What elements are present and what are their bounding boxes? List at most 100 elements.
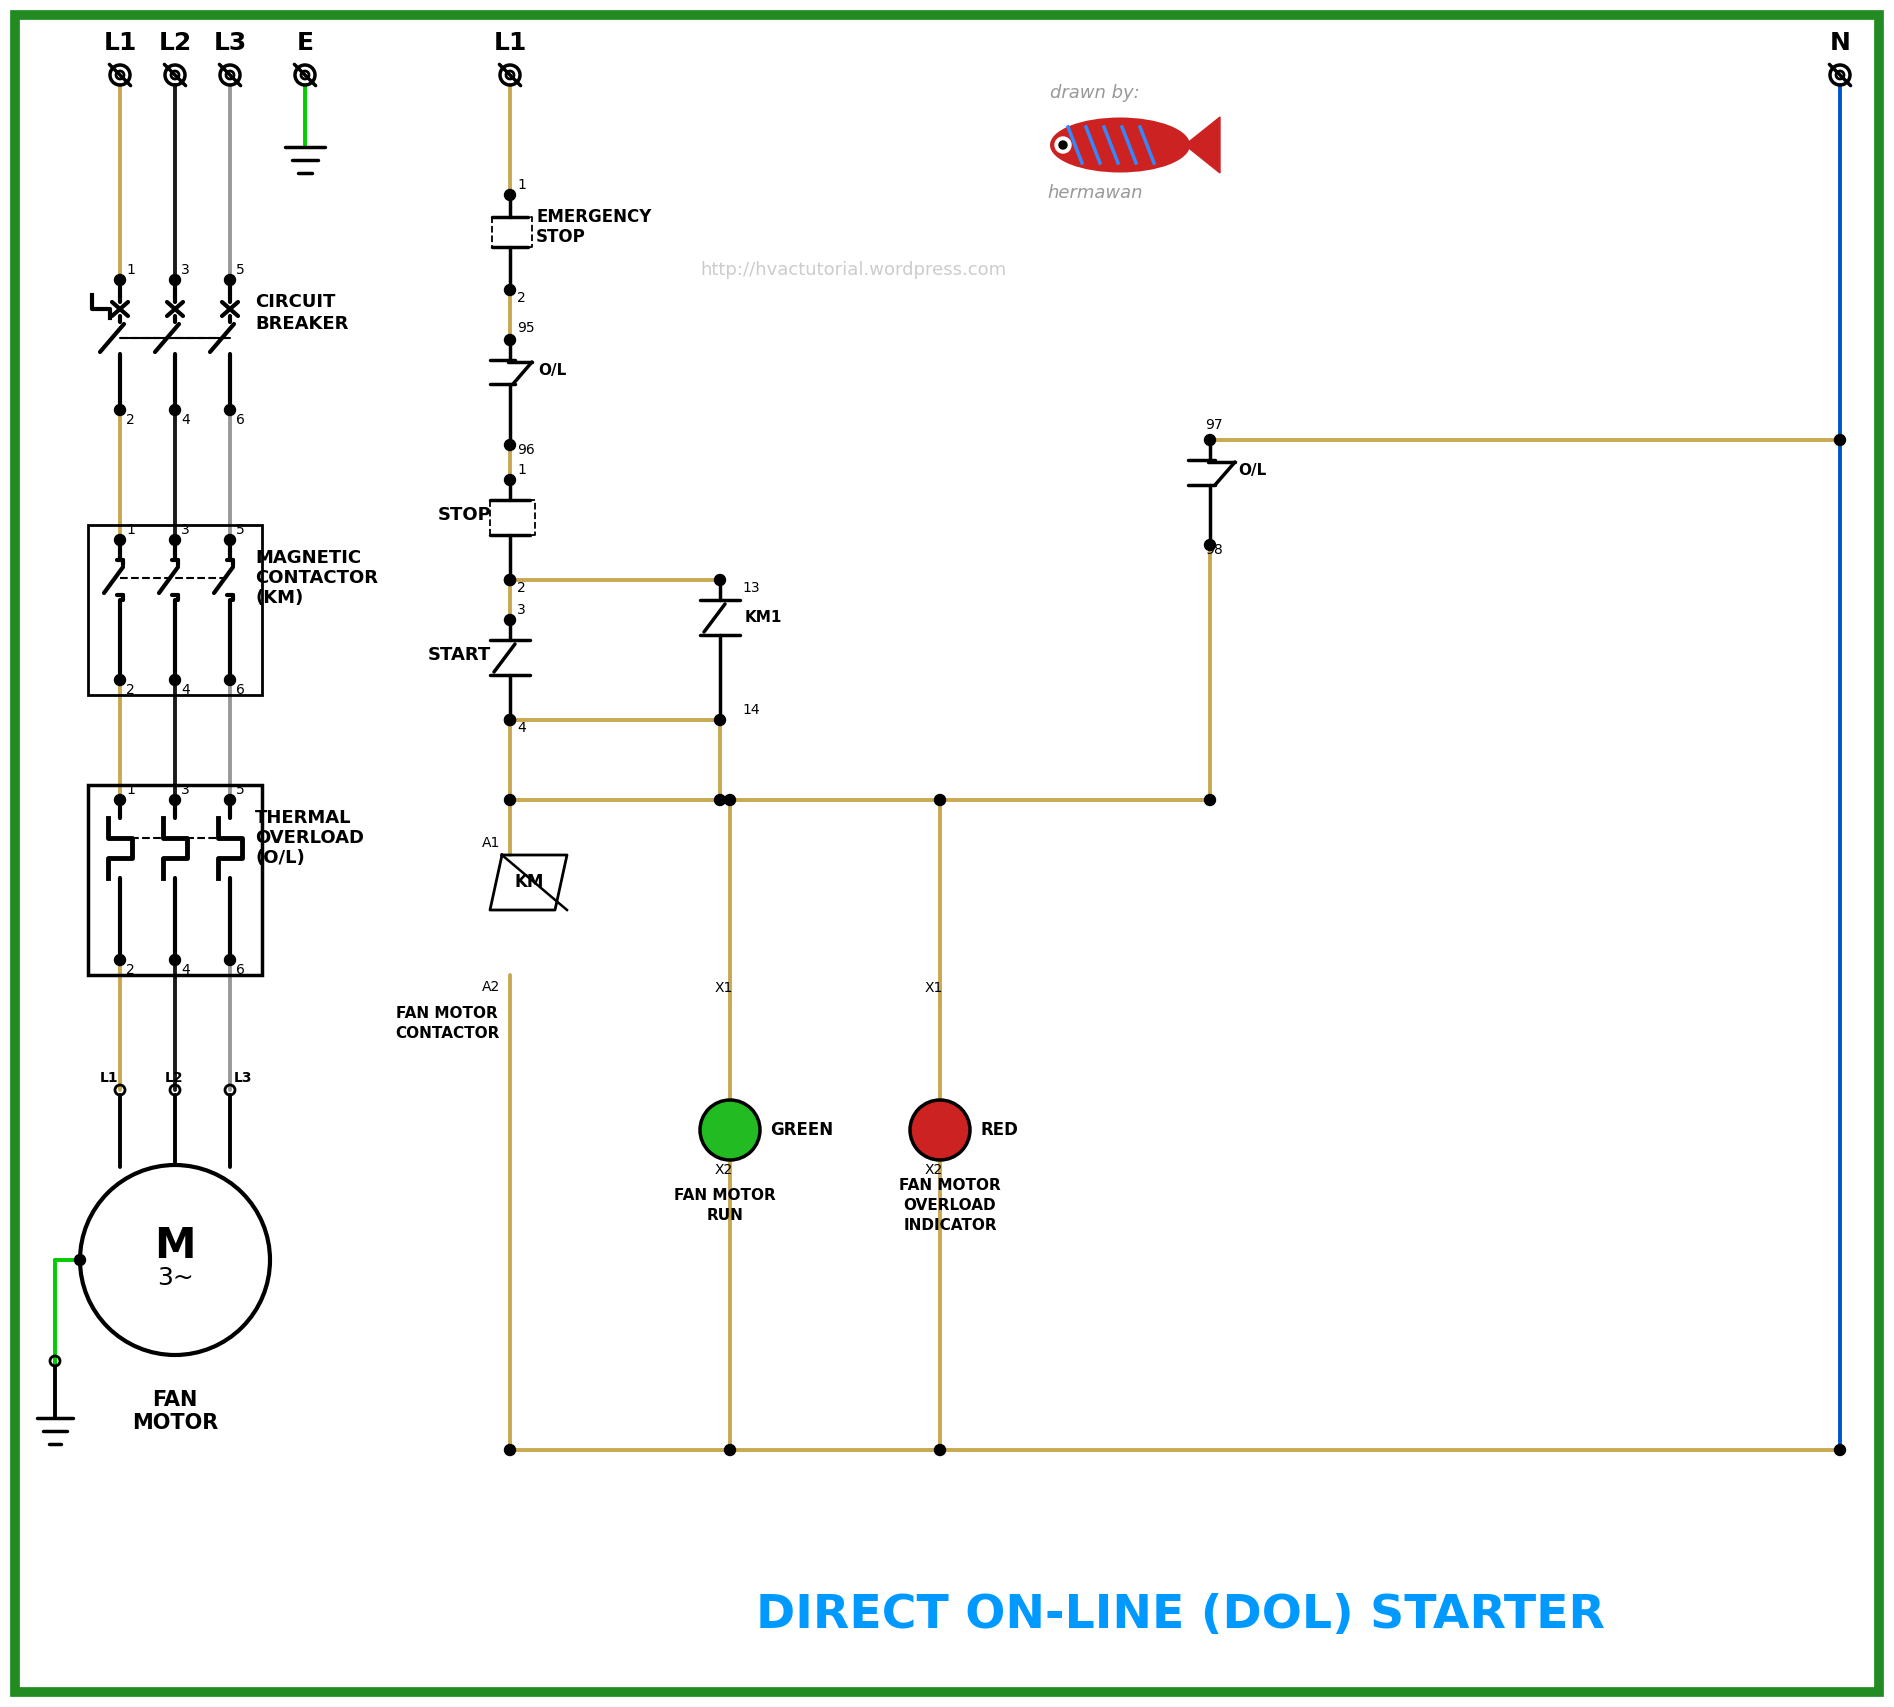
Text: DIRECT ON-LINE (DOL) STARTER: DIRECT ON-LINE (DOL) STARTER bbox=[756, 1593, 1604, 1637]
Text: 1: 1 bbox=[127, 784, 134, 797]
Circle shape bbox=[909, 1099, 970, 1161]
Circle shape bbox=[1059, 142, 1066, 149]
Circle shape bbox=[504, 1444, 515, 1456]
Circle shape bbox=[504, 189, 515, 200]
Text: 2: 2 bbox=[127, 413, 134, 427]
Text: MAGNETIC: MAGNETIC bbox=[256, 550, 362, 567]
Text: OVERLOAD: OVERLOAD bbox=[903, 1198, 996, 1212]
Circle shape bbox=[1205, 435, 1216, 446]
Circle shape bbox=[225, 275, 235, 285]
Text: 3: 3 bbox=[182, 263, 189, 277]
Text: O/L: O/L bbox=[538, 362, 566, 377]
Circle shape bbox=[1205, 539, 1216, 550]
Circle shape bbox=[714, 715, 725, 725]
Circle shape bbox=[169, 534, 180, 546]
Circle shape bbox=[225, 674, 235, 686]
Text: 95: 95 bbox=[517, 321, 534, 335]
Text: X2: X2 bbox=[924, 1162, 943, 1178]
Text: RED: RED bbox=[979, 1121, 1017, 1139]
Circle shape bbox=[169, 674, 180, 686]
Circle shape bbox=[114, 405, 125, 415]
Text: M: M bbox=[153, 1226, 195, 1267]
Text: KM: KM bbox=[515, 872, 544, 891]
Circle shape bbox=[114, 954, 125, 966]
Text: http://hvactutorial.wordpress.com: http://hvactutorial.wordpress.com bbox=[701, 261, 1006, 278]
Ellipse shape bbox=[1049, 118, 1189, 172]
Circle shape bbox=[1205, 794, 1216, 806]
Circle shape bbox=[1835, 435, 1845, 446]
Text: 1: 1 bbox=[127, 522, 134, 538]
Text: L1: L1 bbox=[100, 1070, 119, 1086]
Text: L3: L3 bbox=[214, 31, 246, 55]
Text: 1: 1 bbox=[517, 463, 527, 476]
Circle shape bbox=[504, 794, 515, 806]
Text: 3: 3 bbox=[517, 603, 527, 616]
Text: RUN: RUN bbox=[706, 1207, 744, 1222]
Circle shape bbox=[504, 615, 515, 625]
Bar bbox=[87, 526, 261, 695]
Text: 1: 1 bbox=[127, 263, 134, 277]
Circle shape bbox=[934, 1444, 945, 1456]
Text: 2: 2 bbox=[517, 290, 527, 306]
Text: CIRCUIT: CIRCUIT bbox=[256, 294, 335, 311]
Circle shape bbox=[504, 715, 515, 725]
Bar bbox=[87, 785, 261, 975]
Circle shape bbox=[169, 954, 180, 966]
Text: 6: 6 bbox=[237, 683, 244, 696]
Circle shape bbox=[169, 275, 180, 285]
Circle shape bbox=[504, 335, 515, 345]
Polygon shape bbox=[1186, 118, 1220, 172]
Text: 3: 3 bbox=[182, 784, 189, 797]
Text: 4: 4 bbox=[517, 720, 527, 736]
Circle shape bbox=[74, 1255, 85, 1265]
Circle shape bbox=[1055, 137, 1070, 154]
Text: BREAKER: BREAKER bbox=[256, 316, 348, 333]
Text: hermawan: hermawan bbox=[1047, 184, 1142, 201]
Circle shape bbox=[1835, 1444, 1845, 1456]
Text: (KM): (KM) bbox=[256, 589, 303, 608]
Text: X1: X1 bbox=[716, 982, 733, 995]
Text: N: N bbox=[1830, 31, 1850, 55]
Circle shape bbox=[504, 715, 515, 725]
Text: 4: 4 bbox=[182, 413, 189, 427]
Circle shape bbox=[504, 575, 515, 586]
Text: THERMAL: THERMAL bbox=[256, 809, 352, 826]
Text: E: E bbox=[297, 31, 314, 55]
Text: 2: 2 bbox=[127, 963, 134, 976]
Circle shape bbox=[701, 1099, 759, 1161]
Text: CONTACTOR: CONTACTOR bbox=[394, 1026, 500, 1041]
Circle shape bbox=[225, 794, 235, 806]
Circle shape bbox=[114, 674, 125, 686]
Text: 5: 5 bbox=[237, 522, 244, 538]
Text: FAN MOTOR: FAN MOTOR bbox=[396, 1005, 498, 1021]
Text: A2: A2 bbox=[481, 980, 500, 993]
Circle shape bbox=[225, 405, 235, 415]
Text: GREEN: GREEN bbox=[771, 1121, 833, 1139]
Text: 2: 2 bbox=[517, 580, 527, 596]
Circle shape bbox=[114, 275, 125, 285]
Circle shape bbox=[225, 534, 235, 546]
Text: 96: 96 bbox=[517, 444, 534, 457]
Circle shape bbox=[504, 575, 515, 586]
Text: MOTOR: MOTOR bbox=[133, 1413, 218, 1432]
Text: STOP: STOP bbox=[438, 505, 492, 524]
Circle shape bbox=[114, 794, 125, 806]
Text: 6: 6 bbox=[237, 413, 244, 427]
Circle shape bbox=[169, 794, 180, 806]
Text: CONTACTOR: CONTACTOR bbox=[256, 568, 379, 587]
Text: L1: L1 bbox=[492, 31, 527, 55]
Text: START: START bbox=[428, 645, 491, 664]
Text: 14: 14 bbox=[742, 703, 759, 717]
Circle shape bbox=[725, 1444, 735, 1456]
Text: L2: L2 bbox=[159, 31, 191, 55]
Text: FAN MOTOR: FAN MOTOR bbox=[900, 1178, 1000, 1193]
Circle shape bbox=[725, 794, 735, 806]
Text: 3~: 3~ bbox=[157, 1267, 193, 1290]
Text: L2: L2 bbox=[165, 1070, 184, 1086]
Text: 2: 2 bbox=[127, 683, 134, 696]
Text: OVERLOAD: OVERLOAD bbox=[256, 830, 364, 847]
Circle shape bbox=[169, 405, 180, 415]
Text: 3: 3 bbox=[182, 522, 189, 538]
Text: 5: 5 bbox=[237, 784, 244, 797]
Text: A1: A1 bbox=[481, 836, 500, 850]
